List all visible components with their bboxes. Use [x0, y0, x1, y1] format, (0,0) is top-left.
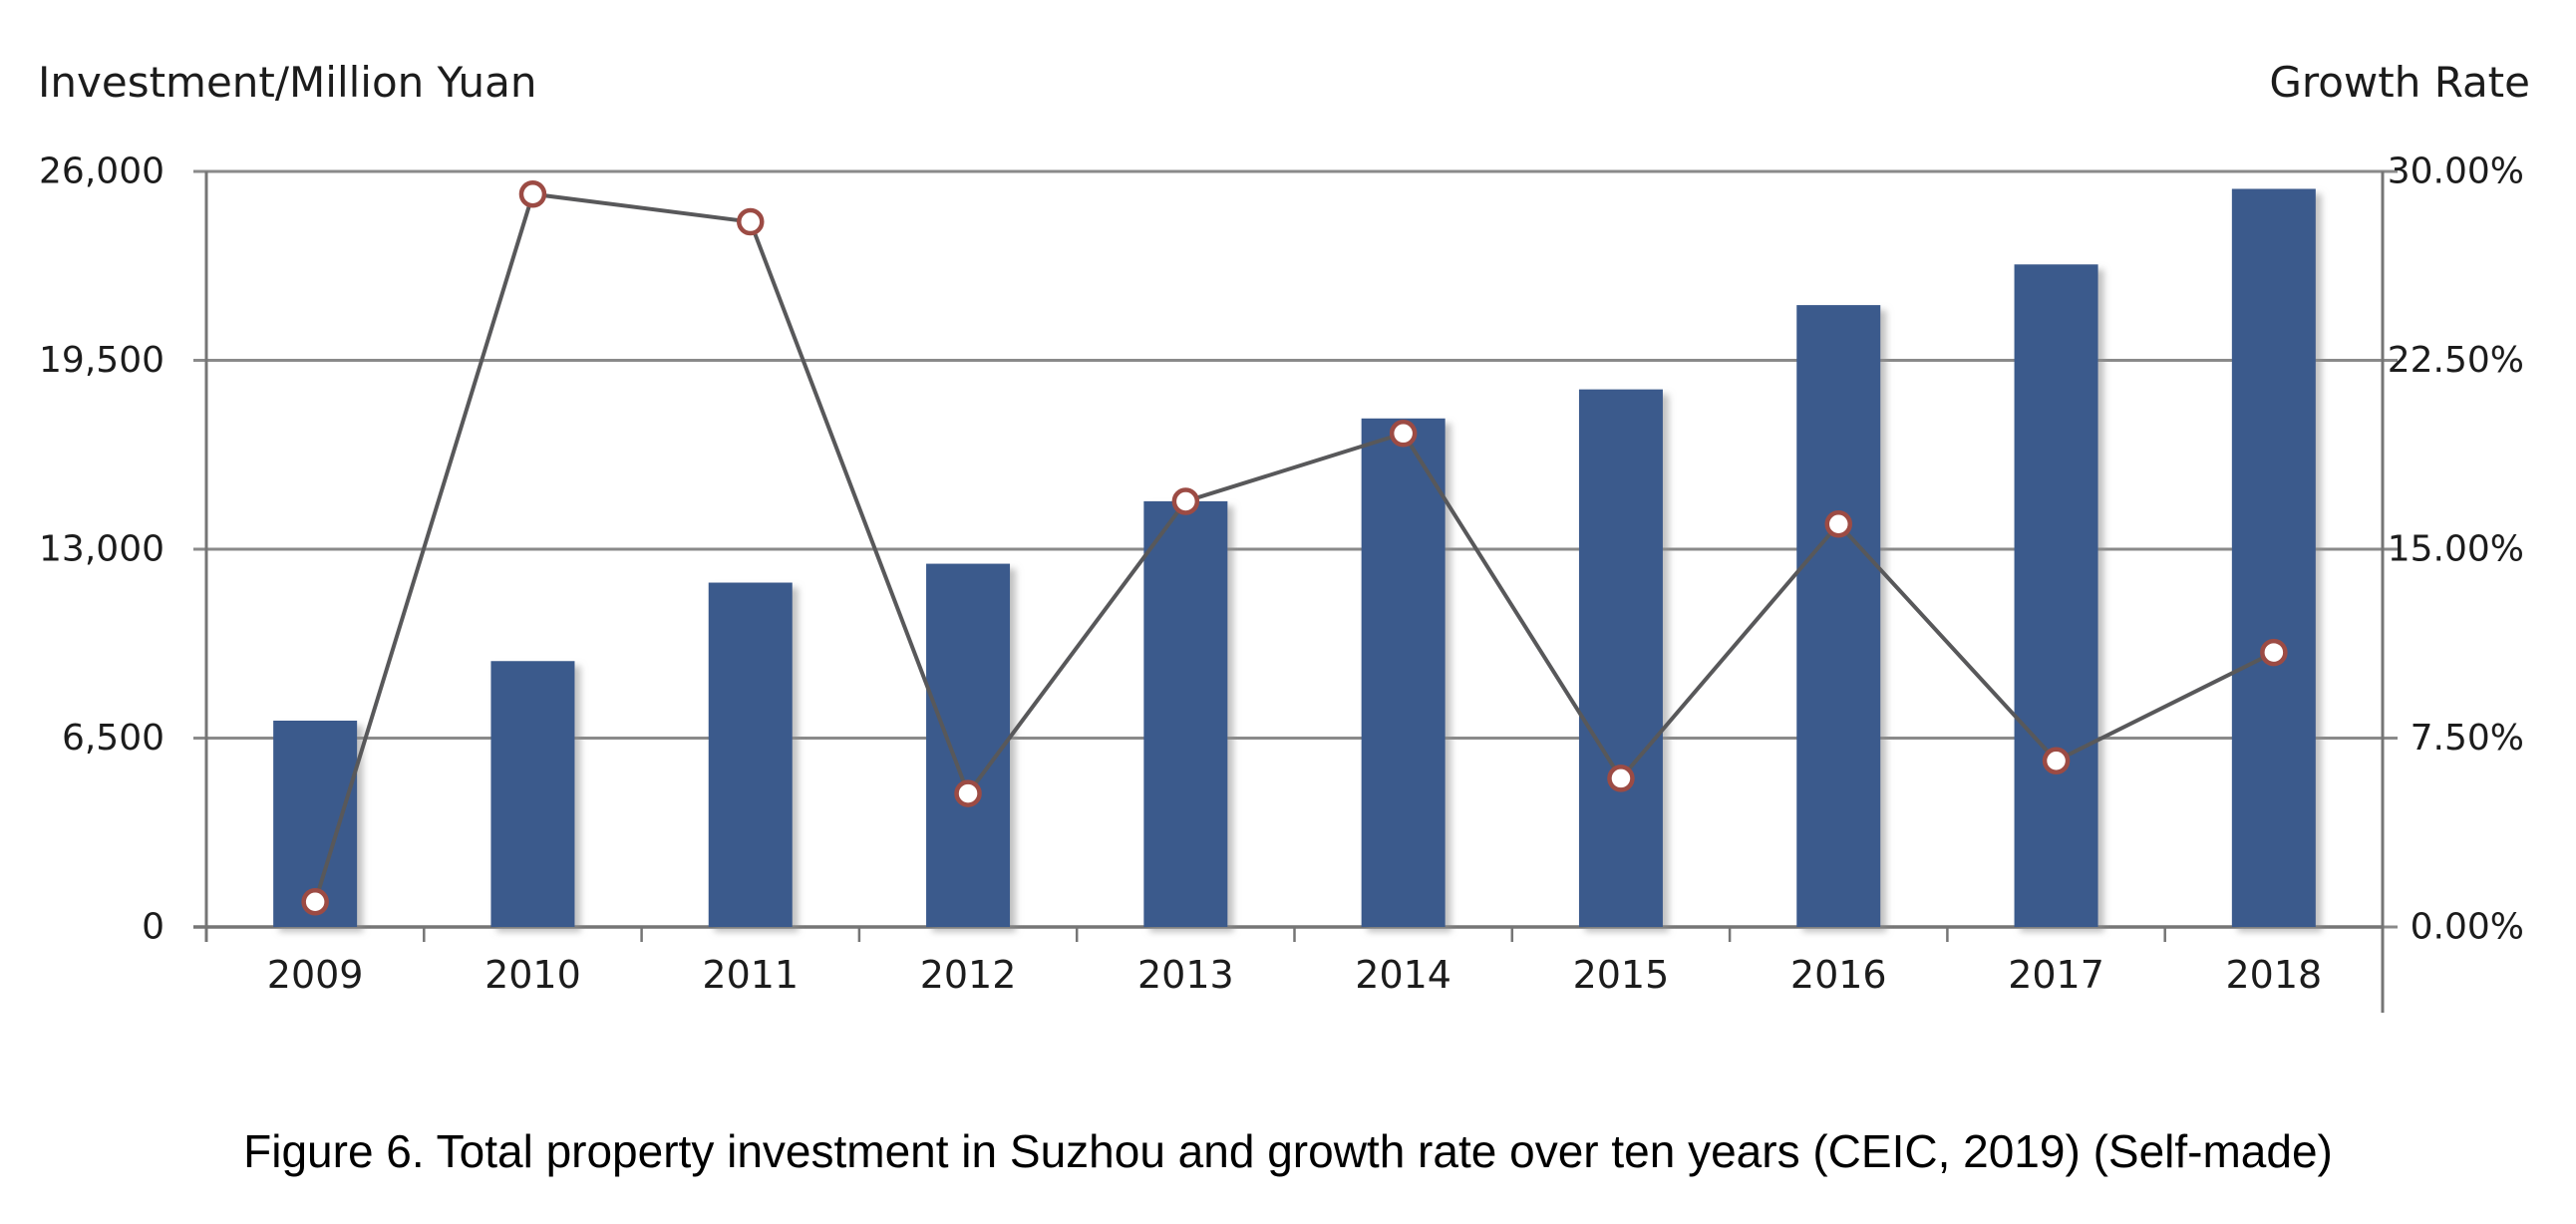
left-axis-label-6,500: 6,500: [62, 718, 164, 759]
growth-rate-marker-2013: [1171, 487, 1200, 515]
right-axis-label-7.50%: 7.50%: [2411, 718, 2524, 759]
year-label-2012: 2012: [920, 953, 1017, 997]
growth-rate-marker-2012: [954, 779, 982, 807]
growth-rate-marker-2016: [1824, 509, 1852, 538]
right-axis-label-15.00%: 15.00%: [2388, 529, 2524, 570]
year-label-2016: 2016: [1790, 953, 1887, 997]
year-label-2011: 2011: [702, 953, 799, 997]
right-axis-label-30.00%: 30.00%: [2388, 152, 2524, 192]
investment-bar-2011: [708, 582, 793, 927]
left-axis-label-26,000: 26,000: [39, 152, 164, 192]
year-label-2018: 2018: [2225, 953, 2322, 997]
investment-bar-2013: [1143, 500, 1228, 927]
growth-rate-marker-2011: [737, 207, 765, 236]
figure-caption: Figure 6. Total property investment in S…: [243, 1125, 2333, 1177]
right-axis-title: Growth Rate: [2269, 58, 2530, 107]
investment-bar-2010: [490, 661, 575, 927]
investment-bar-2014: [1361, 418, 1446, 927]
investment-bar-2015: [1578, 389, 1663, 928]
year-label-2017: 2017: [2008, 953, 2104, 997]
year-label-2013: 2013: [1137, 953, 1234, 997]
left-axis-label-0: 0: [142, 907, 164, 948]
growth-rate-marker-2017: [2042, 747, 2071, 774]
right-axis-label-0.00%: 0.00%: [2411, 907, 2524, 948]
investment-bar-2012: [926, 563, 1011, 927]
left-axis-label-13,000: 13,000: [39, 529, 164, 570]
year-label-2010: 2010: [484, 953, 581, 997]
year-label-2015: 2015: [1573, 953, 1670, 997]
growth-rate-marker-2015: [1607, 765, 1635, 792]
investment-bar-2016: [1796, 305, 1881, 928]
growth-rate-marker-2010: [518, 179, 547, 208]
year-label-2009: 2009: [267, 953, 364, 997]
left-axis-title: Investment/Million Yuan: [38, 58, 537, 107]
year-label-2014: 2014: [1355, 953, 1451, 997]
right-axis-label-22.50%: 22.50%: [2388, 340, 2524, 381]
growth-rate-marker-2018: [2260, 638, 2288, 667]
left-axis-label-19,500: 19,500: [39, 340, 164, 381]
investment-bar-2017: [2014, 264, 2098, 927]
growth-rate-marker-2014: [1389, 420, 1418, 448]
investment-bar-2018: [2231, 188, 2316, 927]
growth-rate-line: [313, 191, 2275, 903]
growth-rate-marker-2009: [301, 887, 329, 916]
